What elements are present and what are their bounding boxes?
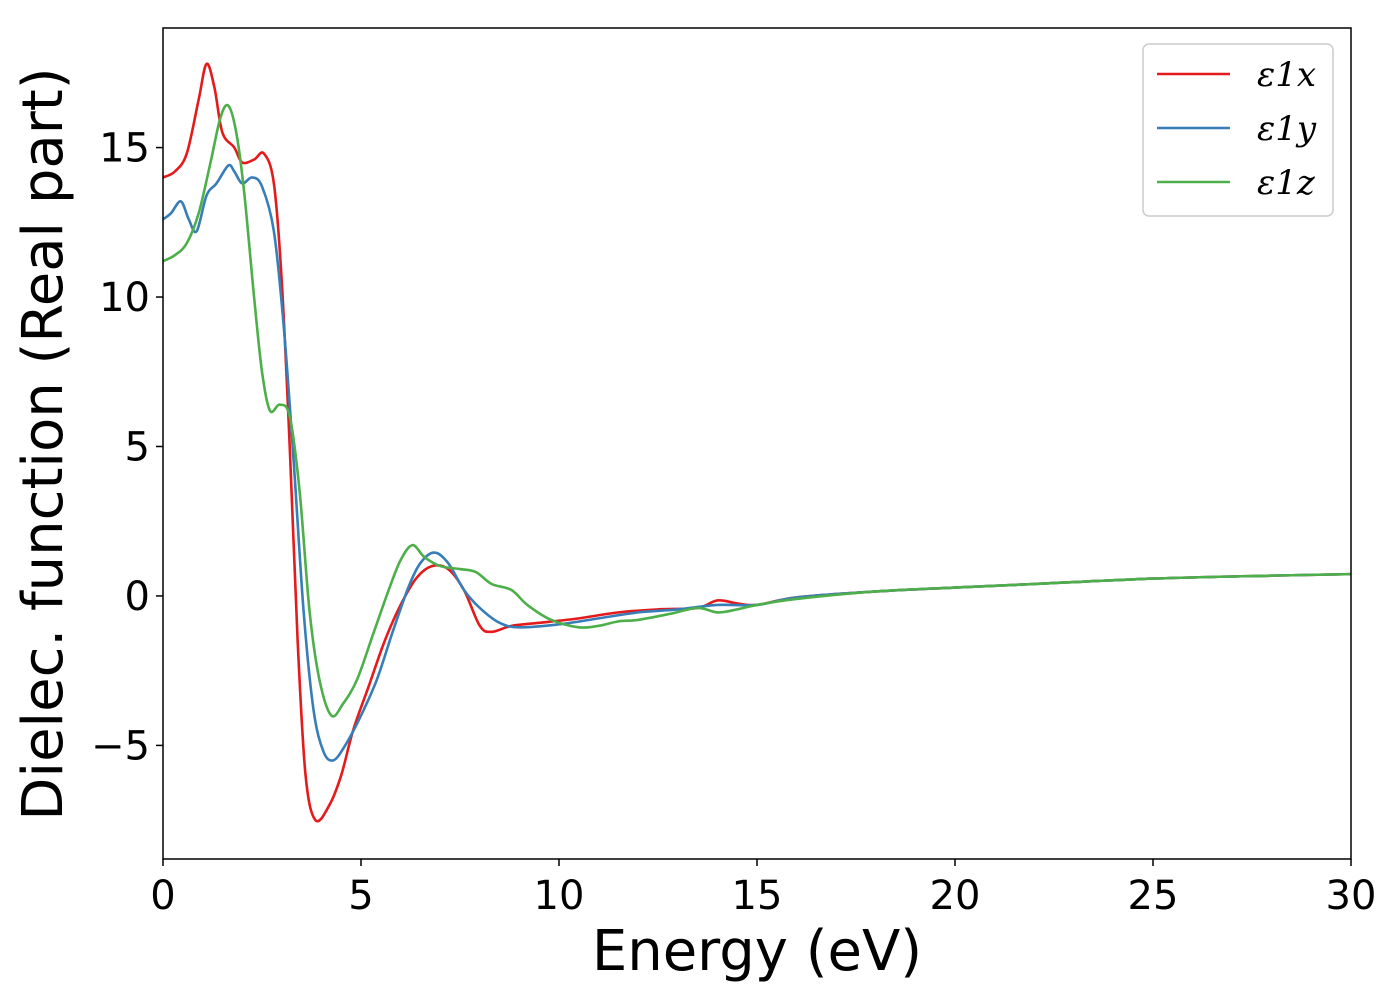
- y-tick-label: 10: [99, 275, 150, 321]
- x-tick-label: 10: [534, 873, 585, 919]
- y-tick-label: 15: [99, 126, 150, 172]
- x-axis-label: Energy (eV): [592, 919, 922, 984]
- x-tick-label: 30: [1326, 873, 1377, 919]
- x-tick-label: 25: [1128, 873, 1179, 919]
- series-line-3: [163, 103, 1351, 718]
- legend: ε1x ε1y ε1z: [1142, 43, 1334, 217]
- y-tick-label: 5: [125, 424, 150, 470]
- y-axis-label: Dielec. function (Real part): [11, 67, 76, 820]
- legend-label-1: ε1x: [1257, 55, 1316, 95]
- x-tick-label: 0: [150, 873, 175, 919]
- y-tick-label: −5: [91, 723, 150, 769]
- x-axis-ticks: 0 5 10 15 20 25 30: [150, 859, 1376, 919]
- x-tick-label: 15: [732, 873, 783, 919]
- y-tick-label: 0: [125, 574, 150, 620]
- series-line-2: [163, 163, 1351, 762]
- x-tick-label: 5: [348, 873, 373, 919]
- y-axis-ticks: −5 0 5 10 15: [91, 126, 163, 769]
- series-layer: [163, 62, 1351, 823]
- x-tick-label: 20: [930, 873, 981, 919]
- legend-box: [1142, 43, 1334, 217]
- legend-label-3: ε1z: [1257, 163, 1316, 203]
- legend-label-2: ε1y: [1257, 109, 1317, 149]
